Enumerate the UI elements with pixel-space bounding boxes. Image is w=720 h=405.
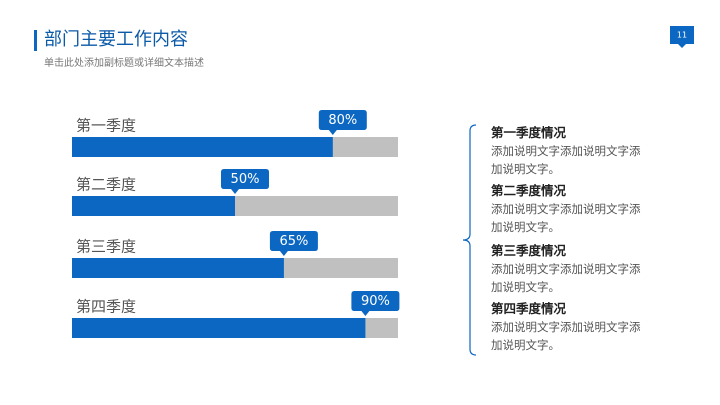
bar xyxy=(72,318,366,338)
bar xyxy=(72,258,284,278)
bar xyxy=(72,137,333,157)
note-text: 添加说明文字添加说明文字添加说明文字。 xyxy=(491,144,641,176)
bar xyxy=(72,196,235,216)
value-label: 90% xyxy=(361,294,390,309)
value-callout xyxy=(351,291,400,316)
note-title: 第二季度情况 xyxy=(491,183,567,198)
value-label: 65% xyxy=(279,234,308,249)
note-text: 添加说明文字添加说明文字添加说明文字。 xyxy=(491,320,641,352)
value-callout xyxy=(221,169,269,194)
value-label: 50% xyxy=(231,172,260,187)
note: 第一季度情况添加说明文字添加说明文字添加说明文字。 xyxy=(491,124,651,178)
note-text: 添加说明文字添加说明文字添加说明文字。 xyxy=(491,202,641,234)
title: 部门主要工作内容 xyxy=(44,29,188,50)
note-title: 第三季度情况 xyxy=(491,243,567,258)
category-label: 第三季度 xyxy=(76,238,136,256)
title-accent xyxy=(34,30,37,51)
note-title: 第一季度情况 xyxy=(491,125,567,140)
subtitle: 单击此处添加副标题或详细文本描述 xyxy=(44,56,204,69)
category-label: 第四季度 xyxy=(76,298,136,316)
value-callout xyxy=(269,231,318,256)
category-label: 第一季度 xyxy=(76,117,136,135)
category-label: 第二季度 xyxy=(76,176,136,194)
note: 第二季度情况添加说明文字添加说明文字添加说明文字。 xyxy=(491,182,651,236)
value-label: 80% xyxy=(328,113,357,128)
bracket xyxy=(462,124,477,356)
value-callout xyxy=(318,110,367,135)
page-number-badge xyxy=(670,26,694,48)
note: 第四季度情况添加说明文字添加说明文字添加说明文字。 xyxy=(491,300,651,354)
page-number: 11 xyxy=(677,31,687,40)
note-title: 第四季度情况 xyxy=(491,301,567,316)
note: 第三季度情况添加说明文字添加说明文字添加说明文字。 xyxy=(491,242,651,296)
note-text: 添加说明文字添加说明文字添加说明文字。 xyxy=(491,262,641,294)
